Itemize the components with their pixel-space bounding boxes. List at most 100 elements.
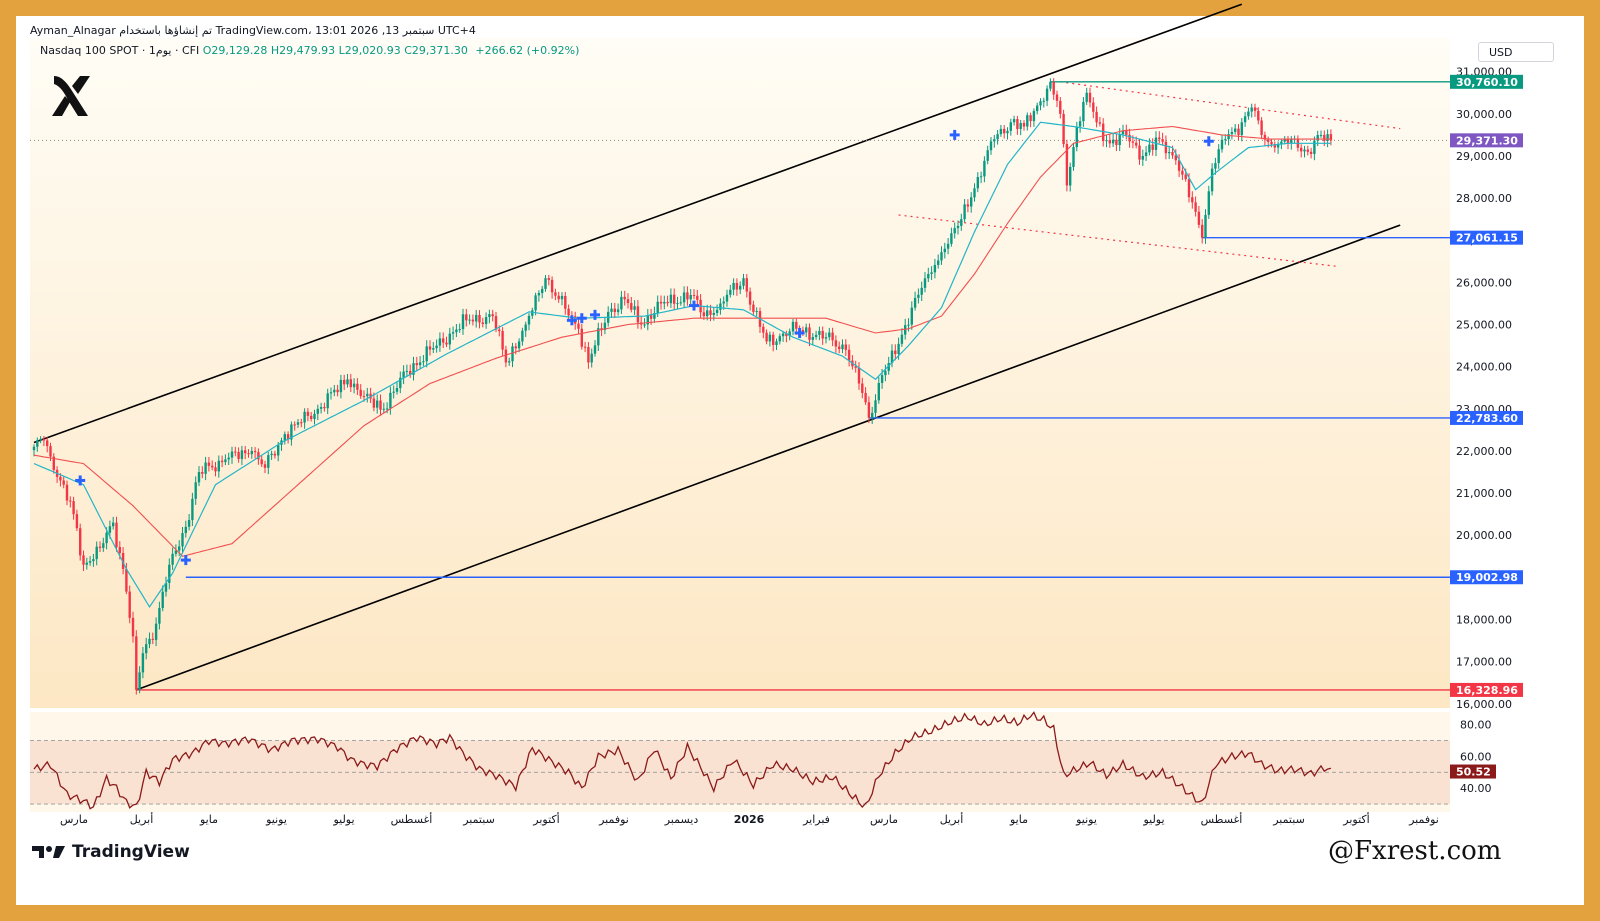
candle[interactable] — [653, 306, 656, 323]
candle[interactable] — [620, 290, 623, 314]
candle[interactable] — [511, 342, 514, 368]
candle[interactable] — [435, 339, 438, 353]
candle[interactable] — [75, 509, 79, 531]
candle[interactable] — [458, 323, 461, 333]
candle[interactable] — [346, 374, 349, 388]
candle[interactable] — [1065, 139, 1069, 192]
candle[interactable] — [161, 585, 164, 612]
candle[interactable] — [1006, 127, 1009, 140]
candle[interactable] — [224, 454, 227, 466]
candle[interactable] — [171, 547, 174, 570]
candle[interactable] — [1194, 196, 1197, 217]
candle[interactable] — [923, 272, 927, 293]
candle[interactable] — [422, 355, 425, 367]
candle[interactable] — [537, 290, 541, 302]
currency-button[interactable]: USD — [1478, 42, 1554, 62]
candle[interactable] — [1141, 149, 1144, 166]
candle[interactable] — [834, 335, 838, 353]
candle[interactable] — [323, 402, 326, 412]
candle[interactable] — [1062, 109, 1065, 148]
candle[interactable] — [534, 292, 537, 316]
candle[interactable] — [290, 421, 293, 446]
candle[interactable] — [1045, 85, 1049, 107]
candle[interactable] — [821, 326, 824, 345]
candle[interactable] — [973, 183, 976, 202]
candle[interactable] — [220, 455, 224, 468]
candle[interactable] — [1016, 115, 1019, 135]
candle[interactable] — [1309, 147, 1313, 159]
candle[interactable] — [230, 446, 234, 464]
candle[interactable] — [732, 278, 735, 296]
candle[interactable] — [244, 446, 247, 460]
candle[interactable] — [174, 544, 178, 557]
candle[interactable] — [141, 646, 145, 679]
candle[interactable] — [46, 437, 49, 453]
candle[interactable] — [785, 330, 788, 343]
candle[interactable] — [590, 348, 593, 368]
candle[interactable] — [303, 408, 306, 429]
candle[interactable] — [72, 496, 75, 520]
candle[interactable] — [983, 156, 986, 183]
candle[interactable] — [339, 374, 343, 399]
candle[interactable] — [544, 275, 547, 292]
candle[interactable] — [1276, 141, 1280, 154]
candle[interactable] — [950, 227, 953, 247]
candle[interactable] — [504, 345, 508, 368]
candle[interactable] — [808, 323, 811, 347]
candle[interactable] — [32, 444, 36, 457]
candle[interactable] — [1102, 118, 1105, 147]
candle[interactable] — [263, 460, 267, 474]
candle[interactable] — [191, 492, 194, 526]
candle[interactable] — [389, 386, 392, 415]
candle[interactable] — [857, 362, 861, 390]
candle[interactable] — [1313, 136, 1316, 161]
candle[interactable] — [1210, 163, 1214, 196]
candle[interactable] — [481, 317, 484, 328]
candle[interactable] — [933, 258, 937, 279]
candle[interactable] — [633, 300, 636, 316]
ma-fast-line[interactable] — [33, 121, 1331, 609]
candle[interactable] — [201, 466, 204, 479]
candle[interactable] — [69, 496, 72, 508]
candle[interactable] — [1234, 124, 1237, 135]
candle[interactable] — [772, 331, 775, 352]
candle[interactable] — [1204, 209, 1207, 244]
candle[interactable] — [1042, 97, 1045, 108]
candle[interactable] — [514, 343, 517, 355]
wedge-lower-line[interactable] — [898, 214, 1338, 267]
candle[interactable] — [874, 394, 877, 418]
candle[interactable] — [986, 145, 989, 165]
candle[interactable] — [478, 310, 481, 329]
candle[interactable] — [273, 450, 277, 459]
candle[interactable] — [521, 327, 524, 346]
candle[interactable] — [864, 387, 867, 405]
candle[interactable] — [329, 387, 333, 400]
candle[interactable] — [900, 328, 904, 347]
candle[interactable] — [963, 199, 966, 223]
candle[interactable] — [890, 344, 894, 368]
candle[interactable] — [336, 384, 339, 397]
candle[interactable] — [484, 312, 488, 329]
candle[interactable] — [508, 357, 511, 366]
candle[interactable] — [960, 213, 963, 231]
candle[interactable] — [755, 307, 758, 317]
candle[interactable] — [211, 460, 214, 471]
candle[interactable] — [253, 447, 257, 459]
candle[interactable] — [227, 452, 230, 466]
candle[interactable] — [1078, 116, 1082, 133]
candle[interactable] — [745, 274, 748, 298]
candle[interactable] — [989, 137, 993, 155]
candle[interactable] — [184, 520, 187, 538]
price-level-tag[interactable]: 27,061.15 — [1450, 230, 1523, 245]
candle[interactable] — [593, 340, 597, 357]
candle[interactable] — [204, 456, 207, 481]
candle[interactable] — [976, 172, 979, 193]
candle[interactable] — [286, 431, 290, 444]
candle[interactable] — [943, 242, 946, 259]
candle[interactable] — [715, 304, 719, 317]
candle[interactable] — [465, 308, 468, 327]
candle[interactable] — [1098, 116, 1102, 127]
candle[interactable] — [293, 421, 296, 431]
candle[interactable] — [663, 295, 666, 310]
candle[interactable] — [841, 339, 844, 354]
